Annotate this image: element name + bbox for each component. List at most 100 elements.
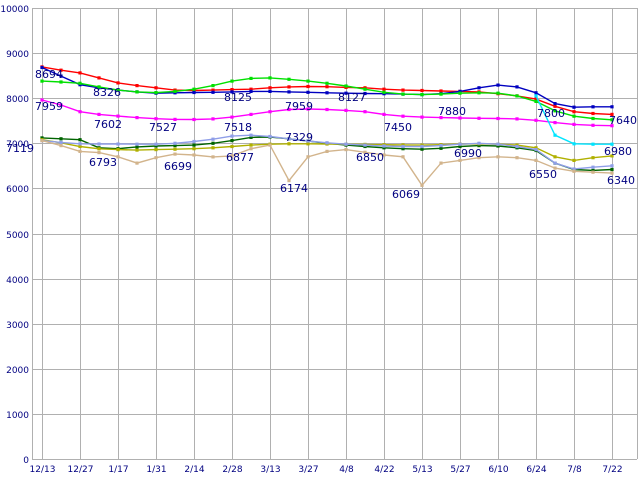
series-marker <box>553 102 557 106</box>
series-marker <box>439 116 443 120</box>
y-axis-tick-label: 0 <box>23 456 29 466</box>
x-axis-tick-label: 2/14 <box>184 465 204 475</box>
series-marker <box>420 183 424 187</box>
series-marker <box>382 144 386 148</box>
series-marker <box>325 149 329 153</box>
series-marker <box>268 134 272 139</box>
series-marker <box>363 91 367 96</box>
series-marker <box>591 116 595 121</box>
series-marker <box>477 144 481 148</box>
x-axis-tick-label: 5/27 <box>450 465 470 475</box>
x-axis-tick-label: 3/13 <box>260 465 280 475</box>
data-value-label: 6980 <box>604 145 632 158</box>
series-marker <box>135 84 139 88</box>
data-value-label: 7329 <box>285 131 313 144</box>
series-marker <box>458 158 462 162</box>
y-axis-tick-label: 8000 <box>6 95 29 105</box>
data-value-label: 6877 <box>226 151 254 164</box>
series-marker <box>325 81 329 85</box>
x-axis-tick-label: 1/31 <box>146 465 166 475</box>
series-marker <box>515 117 519 121</box>
series-marker <box>230 88 234 92</box>
series-marker <box>40 65 44 70</box>
series-marker <box>230 134 234 138</box>
x-axis-tick-labels: 12/13 12/27 1/17 1/31 2/14 2/28 3/13 3/27 4/8 4/2… <box>30 465 623 475</box>
series-marker <box>306 90 310 94</box>
series-series-magenta <box>40 98 614 128</box>
series-marker <box>211 137 215 141</box>
series-marker <box>59 144 63 148</box>
series-marker <box>344 148 348 152</box>
series-marker <box>572 142 576 146</box>
series-marker <box>135 90 139 94</box>
y-axis-tick-label: 6000 <box>6 185 29 195</box>
data-value-label: 7450 <box>384 121 412 134</box>
series-marker <box>211 141 215 145</box>
data-value-label: 7119 <box>6 142 34 155</box>
series-marker <box>420 115 424 119</box>
series-marker <box>211 84 215 88</box>
series-marker <box>553 133 557 137</box>
series-marker <box>439 89 443 93</box>
series-marker <box>496 155 500 159</box>
series-marker <box>59 137 63 141</box>
series-marker <box>59 80 63 84</box>
series-marker <box>287 137 291 141</box>
series-marker <box>249 135 253 139</box>
series-marker <box>116 81 120 85</box>
series-marker <box>249 112 253 116</box>
data-value-label: 6850 <box>356 151 384 164</box>
series-marker <box>572 105 576 109</box>
series-marker <box>610 105 614 109</box>
series-marker <box>192 90 196 95</box>
series-marker <box>553 104 557 108</box>
series-marker <box>135 116 139 120</box>
series-marker <box>401 147 405 151</box>
series-marker <box>382 87 386 91</box>
series-marker <box>382 153 386 157</box>
series-marker <box>534 97 538 101</box>
series-marker <box>97 151 101 155</box>
series-marker <box>325 85 329 89</box>
series-marker <box>572 169 576 173</box>
series-marker <box>382 146 386 150</box>
series-marker <box>591 123 595 127</box>
series-marker <box>59 68 63 72</box>
series-marker <box>306 84 310 89</box>
y-axis-tick-label: 9000 <box>6 50 29 60</box>
series-marker <box>116 155 120 159</box>
series-marker <box>249 87 253 91</box>
series-marker <box>268 110 272 114</box>
series-marker <box>477 91 481 95</box>
series-marker <box>325 107 329 112</box>
series-marker <box>534 146 538 150</box>
series-marker <box>249 143 253 147</box>
series-series-cyan <box>534 94 614 146</box>
y-axis-tick-label: 1000 <box>6 411 29 421</box>
data-value-label: 7602 <box>94 118 122 131</box>
series-marker <box>287 90 291 94</box>
series-marker <box>458 144 462 149</box>
series-marker <box>553 109 557 113</box>
series-marker <box>591 142 595 146</box>
data-value-label: 6340 <box>607 174 635 187</box>
series-marker <box>477 141 481 145</box>
series-marker <box>306 142 310 146</box>
series-marker <box>40 79 44 83</box>
data-value-label: 6550 <box>529 168 557 181</box>
series-marker <box>306 139 310 143</box>
series-marker <box>344 91 348 95</box>
series-marker <box>78 144 82 149</box>
data-value-label: 7959 <box>35 100 63 113</box>
series-marker <box>230 144 234 149</box>
series-marker <box>496 144 500 148</box>
series-marker <box>78 149 82 153</box>
series-marker <box>173 147 177 151</box>
series-marker <box>173 141 177 145</box>
data-value-label: 6699 <box>164 160 192 173</box>
series-marker <box>610 124 614 128</box>
series-marker <box>154 91 158 95</box>
x-axis-tick-label: 7/8 <box>567 465 582 475</box>
series-marker <box>192 117 196 122</box>
y-axis-tick-label: 4000 <box>6 276 29 286</box>
